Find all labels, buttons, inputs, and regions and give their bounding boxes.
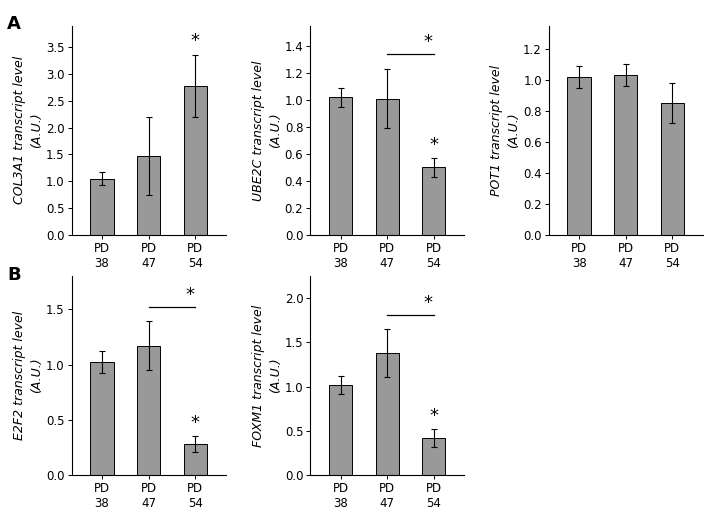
Y-axis label: FOXM1 transcript level
(A.U.): FOXM1 transcript level (A.U.) <box>252 305 282 447</box>
Text: *: * <box>191 414 200 432</box>
Bar <box>376 353 399 475</box>
Bar <box>660 103 684 235</box>
Text: *: * <box>186 286 194 305</box>
Bar <box>422 438 445 475</box>
Text: *: * <box>429 136 438 154</box>
Bar <box>614 75 637 235</box>
Bar <box>90 362 114 475</box>
Bar <box>137 345 161 475</box>
Bar <box>376 99 399 235</box>
Y-axis label: COL3A1 transcript level
(A.U.): COL3A1 transcript level (A.U.) <box>14 56 43 204</box>
Bar <box>567 77 591 235</box>
Text: *: * <box>424 33 433 51</box>
Y-axis label: UBE2C transcript level
(A.U.): UBE2C transcript level (A.U.) <box>252 60 282 200</box>
Y-axis label: E2F2 transcript level
(A.U.): E2F2 transcript level (A.U.) <box>14 311 43 440</box>
Y-axis label: POT1 transcript level
(A.U.): POT1 transcript level (A.U.) <box>490 65 521 196</box>
Bar <box>184 86 207 235</box>
Bar <box>184 444 207 475</box>
Bar <box>329 97 352 235</box>
Bar <box>329 385 352 475</box>
Text: *: * <box>429 407 438 425</box>
Text: *: * <box>424 294 433 312</box>
Bar <box>90 179 114 235</box>
Text: B: B <box>7 266 21 284</box>
Text: A: A <box>7 15 21 33</box>
Text: *: * <box>191 32 200 51</box>
Bar <box>137 156 161 235</box>
Bar <box>422 168 445 235</box>
